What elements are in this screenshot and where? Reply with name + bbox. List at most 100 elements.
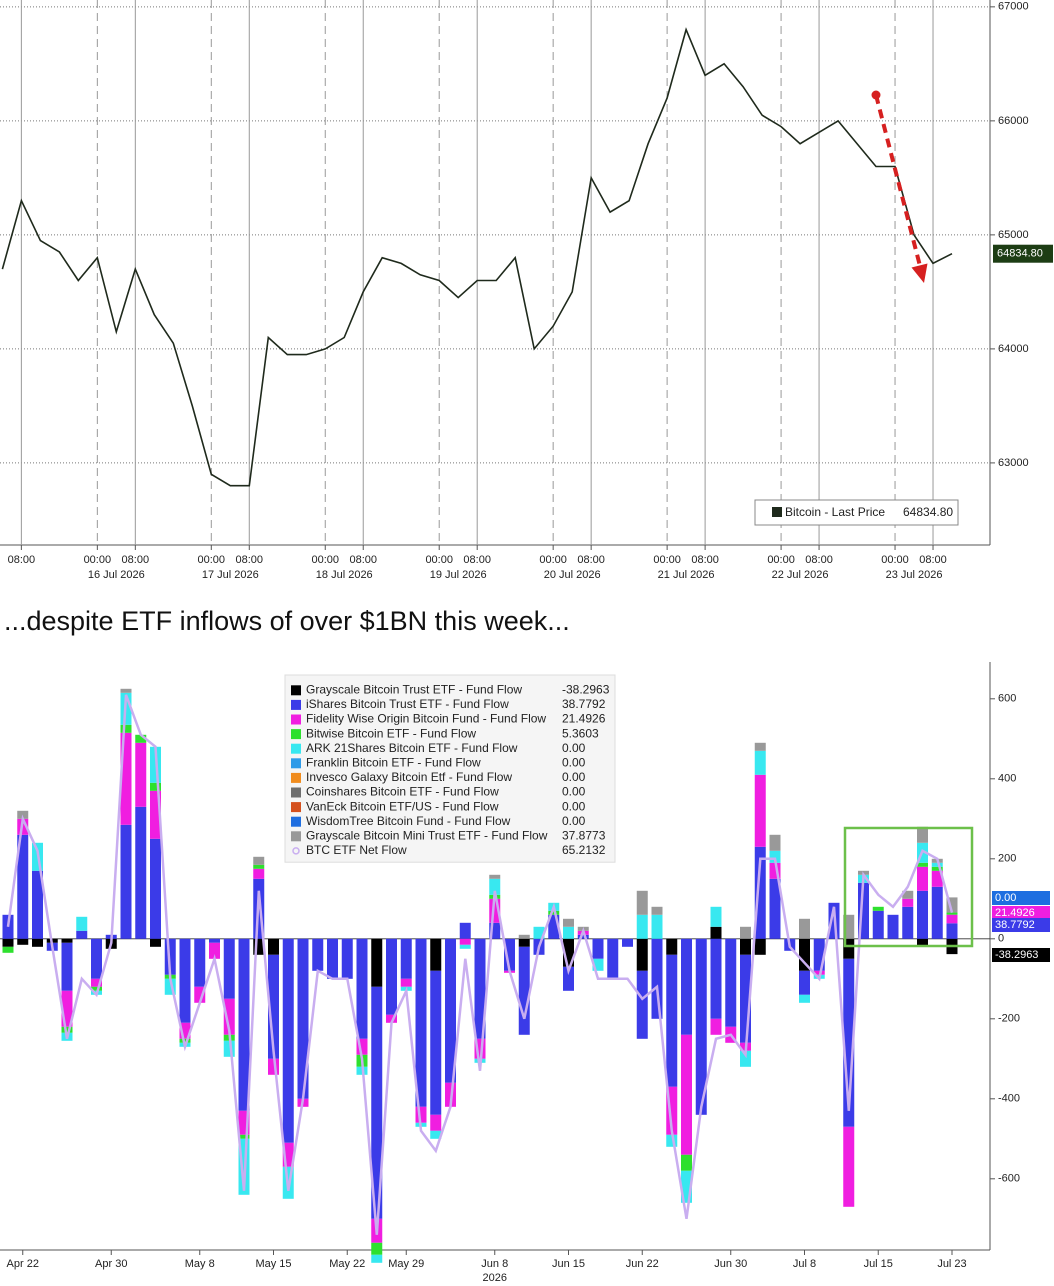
bar-segment (61, 942, 73, 991)
bar-segment (120, 688, 132, 693)
bar-segment (563, 966, 574, 991)
bar-segment (474, 938, 486, 1039)
x-tick-label: 08:00 (805, 554, 833, 566)
value-tag-label: 21.4926 (995, 907, 1035, 919)
x-tick-label: 00:00 (198, 554, 226, 566)
bar-segment (754, 774, 766, 847)
bar-segment (135, 734, 147, 743)
bar-segment (415, 938, 427, 1107)
bar-segment (17, 938, 29, 945)
bar-segment (415, 1106, 427, 1123)
y-tick-label: 0 (998, 933, 1004, 945)
bar-segment (209, 938, 220, 943)
bar-segment (253, 938, 265, 955)
bar-segment (135, 806, 147, 939)
bar-segment (356, 938, 368, 1039)
bar-segment (636, 914, 648, 939)
bar-segment (518, 938, 530, 947)
bar-segment (386, 1014, 397, 1023)
y-tick-label: 64000 (998, 343, 1029, 355)
bar-segment (386, 938, 397, 1015)
y-tick-label: 600 (998, 693, 1016, 705)
year-label: 2026 (483, 1272, 507, 1284)
bar-segment (253, 856, 265, 865)
y-tick-label: 63000 (998, 457, 1029, 469)
bar-segment (312, 938, 324, 971)
bar-segment (91, 986, 102, 991)
bar-segment (120, 824, 132, 939)
bar-segment (518, 946, 530, 1035)
bar-segment (563, 926, 574, 939)
bar-segment (740, 938, 751, 955)
bar-segment (489, 878, 501, 895)
bar-segment (282, 938, 294, 1143)
bar-segment (268, 1058, 279, 1075)
bar-segment (681, 1154, 692, 1171)
legend-label: VanEck Bitcoin ETF/US - Fund Flow (306, 799, 499, 813)
bar-segment (341, 938, 353, 979)
bar-segment (150, 790, 161, 839)
bar-segment (902, 906, 914, 939)
bar-segment (179, 938, 191, 1023)
bar-segment (740, 1050, 751, 1067)
bar-segment (371, 938, 383, 987)
legend-value: 0.00 (562, 770, 586, 784)
bar-segment (651, 914, 663, 939)
bar-segment (61, 990, 73, 1027)
legend-label: Grayscale Bitcoin Trust ETF - Fund Flow (306, 682, 522, 696)
legend-value: 0.00 (562, 741, 586, 755)
x-tick-label: Jul 8 (793, 1258, 816, 1270)
x-tick-label: 00:00 (84, 554, 112, 566)
highlight-box (843, 826, 974, 948)
bar-segment (710, 906, 722, 927)
bar-segment (946, 923, 958, 939)
x-tick-label: 08:00 (919, 554, 947, 566)
legend-swatch (291, 787, 301, 798)
x-tick-label: Jun 30 (714, 1258, 747, 1270)
bar-segment (120, 732, 132, 825)
bar-segment (931, 886, 943, 939)
legend-value: 0.00 (562, 755, 586, 769)
bar-segment (120, 724, 132, 733)
bar-segment (710, 926, 722, 939)
bar-segment (238, 1110, 250, 1135)
legend-value: 21.4926 (562, 712, 606, 726)
x-tick-label: Apr 30 (95, 1258, 127, 1270)
x-tick-label: 08:00 (8, 554, 36, 566)
bar-segment (931, 866, 943, 871)
bar-segment (858, 882, 869, 939)
bar-segment (2, 914, 14, 939)
bar-segment (371, 986, 383, 1219)
bar-segment (61, 938, 73, 943)
bar-segment (2, 938, 14, 947)
legend-swatch (291, 831, 301, 842)
bar-segment (622, 938, 633, 947)
bar-segment (17, 834, 29, 939)
bar-segment (445, 938, 456, 1083)
legend-label: Invesco Galaxy Bitcoin Etf - Fund Flow (306, 770, 512, 784)
y-tick-label: 67000 (998, 1, 1029, 13)
legend-value: 0.00 (562, 785, 586, 799)
legend-label: Bitwise Bitcoin ETF - Fund Flow (306, 726, 476, 740)
x-tick-label: Jul 23 (937, 1258, 966, 1270)
bar-segment (474, 1038, 486, 1059)
legend-swatch (291, 802, 301, 813)
arrow-start (871, 90, 881, 100)
bar-segment (636, 938, 648, 971)
bar-segment (887, 914, 899, 939)
bar-segment (459, 922, 471, 939)
x-tick-label: 08:00 (577, 554, 605, 566)
bar-segment (946, 897, 958, 913)
bar-segment (327, 938, 338, 979)
bar-segment (946, 914, 958, 924)
x-tick-label: May 8 (185, 1258, 215, 1270)
bar-segment (430, 938, 442, 971)
date-label: 18 Jul 2026 (316, 569, 373, 581)
bar-segment (194, 986, 206, 1003)
bar-segment (651, 938, 663, 1019)
bar-segment (740, 926, 751, 939)
bar-segment (872, 910, 884, 939)
bar-segment (902, 898, 914, 907)
bar-segment (813, 938, 825, 971)
price-tag (993, 244, 1053, 263)
